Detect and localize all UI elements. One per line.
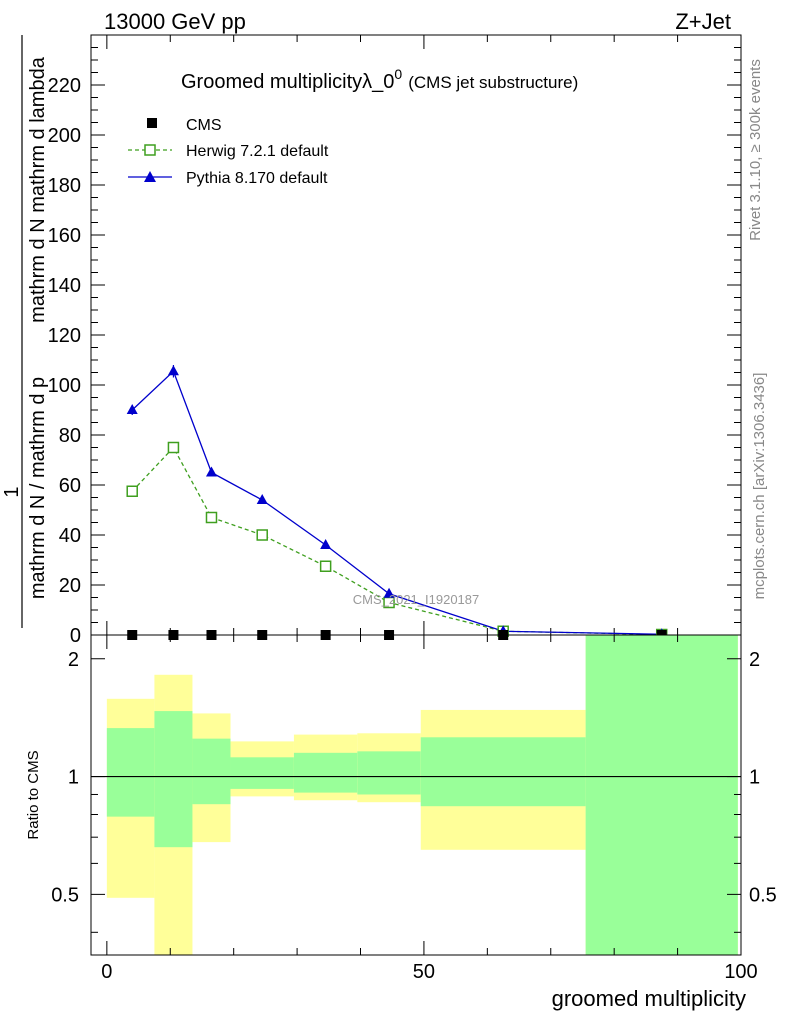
mcplots-note: mcplots.cern.ch [arXiv:1306.3436] (751, 373, 768, 600)
ratio-xtick-label: 0 (101, 961, 112, 983)
main-ytick-label: 60 (59, 475, 81, 497)
ratio-ytick-label: 1 (68, 767, 79, 789)
pythia-point (320, 539, 332, 549)
main-ytick-label: 0 (70, 625, 81, 647)
ratio-band-inner (230, 757, 294, 789)
main-ylabel-num2: mathrm d lambda (27, 56, 49, 212)
main-ytick-label: 200 (48, 125, 81, 147)
pythia-line (131, 370, 662, 635)
ratio-ytick-label: 2 (68, 649, 79, 671)
ratio-ytick-label-right: 0.5 (749, 884, 777, 906)
main-ytick-label: 120 (48, 325, 81, 347)
herwig-point (126, 485, 138, 497)
ratio-panel: 0.5 0.5 1 1 2 2 0 50 100 Ratio to CMS groomed mu… (25, 634, 777, 1011)
rivet-note: Rivet 3.1.10, ≥ 300k events (747, 59, 764, 241)
legend-herwig-marker (144, 144, 156, 156)
main-ytick-label: 100 (48, 375, 81, 397)
main-ytick-label: 140 (48, 275, 81, 297)
legend-pythia-marker (144, 171, 156, 182)
watermark: CMS_2021_I1920187 (353, 592, 480, 607)
ratio-xtick-label: 50 (413, 961, 435, 983)
ratio-band-inner (420, 737, 586, 807)
pythia-point (126, 404, 138, 414)
header-right: Z+Jet (675, 9, 731, 34)
ratio-axis-ticks: 0.5 0.5 1 1 2 2 0 50 100 (51, 635, 777, 983)
pythia-point (256, 494, 268, 504)
herwig-point (205, 511, 218, 524)
ratio-band-inner (106, 728, 155, 817)
main-ytick-label: 20 (59, 575, 81, 597)
legend: CMS Herwig 7.2.1 default Pythia 8.170 de… (128, 117, 329, 187)
legend-cms-label: CMS (186, 117, 222, 134)
header-left: 13000 GeV pp (104, 9, 246, 34)
main-ytick-label: 80 (59, 425, 81, 447)
pythia-point (205, 466, 217, 477)
legend-herwig-label: Herwig 7.2.1 default (186, 143, 329, 160)
main-ylabel-one: 1 (1, 486, 23, 497)
ratio-band-inner (192, 738, 231, 805)
main-ylabel-numerator: mathrm d N mathrm d lambda (27, 56, 49, 323)
main-title-sub: (CMS jet substructure) (408, 73, 578, 92)
main-ytick-label: 40 (59, 525, 81, 547)
main-ytick-label: 160 (48, 225, 81, 247)
ratio-band-inner (585, 635, 738, 955)
herwig-line (131, 446, 662, 636)
legend-pythia-label: Pythia 8.170 default (186, 170, 328, 187)
main-ytick-label: 180 (48, 175, 81, 197)
ratio-bands (91, 635, 741, 955)
herwig-point (167, 441, 180, 454)
main-title-text: Groomed multiplicityλ_0 (181, 71, 394, 93)
main-panel: 0 20 40 60 80 100 120 140 160 180 200 220 Groomed m… (1, 34, 742, 647)
main-title-sup: 0 (394, 66, 402, 82)
main-title: Groomed multiplicityλ_00 (CMS jet substru… (181, 66, 578, 93)
ratio-band-inner (293, 752, 358, 793)
ratio-xtick-label: 100 (724, 961, 757, 983)
pythia-point (167, 365, 179, 376)
pythia-point (383, 587, 395, 598)
ratio-band-inner (357, 751, 421, 795)
main-ylabel-denominator: mathrm d N / mathrm d p (27, 377, 49, 599)
ratio-ytick-label-right: 1 (749, 767, 760, 789)
ratio-band-inner (154, 711, 193, 848)
ratio-ylabel: Ratio to CMS (25, 750, 42, 839)
herwig-point (256, 529, 268, 541)
x-axis-label: groomed multiplicity (552, 986, 746, 1011)
main-ylabel: 1 mathrm d N / mathrm d p mathrm d N mat… (1, 35, 49, 628)
herwig-point (319, 560, 332, 572)
ratio-ytick-label: 0.5 (51, 884, 79, 906)
ratio-frame (90, 634, 742, 956)
main-ylabel-num1: mathrm d N (27, 218, 49, 322)
legend-cms-marker (147, 118, 157, 128)
main-axis-ticks: 0 20 40 60 80 100 120 140 160 180 200 220 (48, 35, 742, 647)
main-ytick-label: 220 (48, 75, 81, 97)
ratio-ytick-label-right: 2 (749, 649, 760, 671)
